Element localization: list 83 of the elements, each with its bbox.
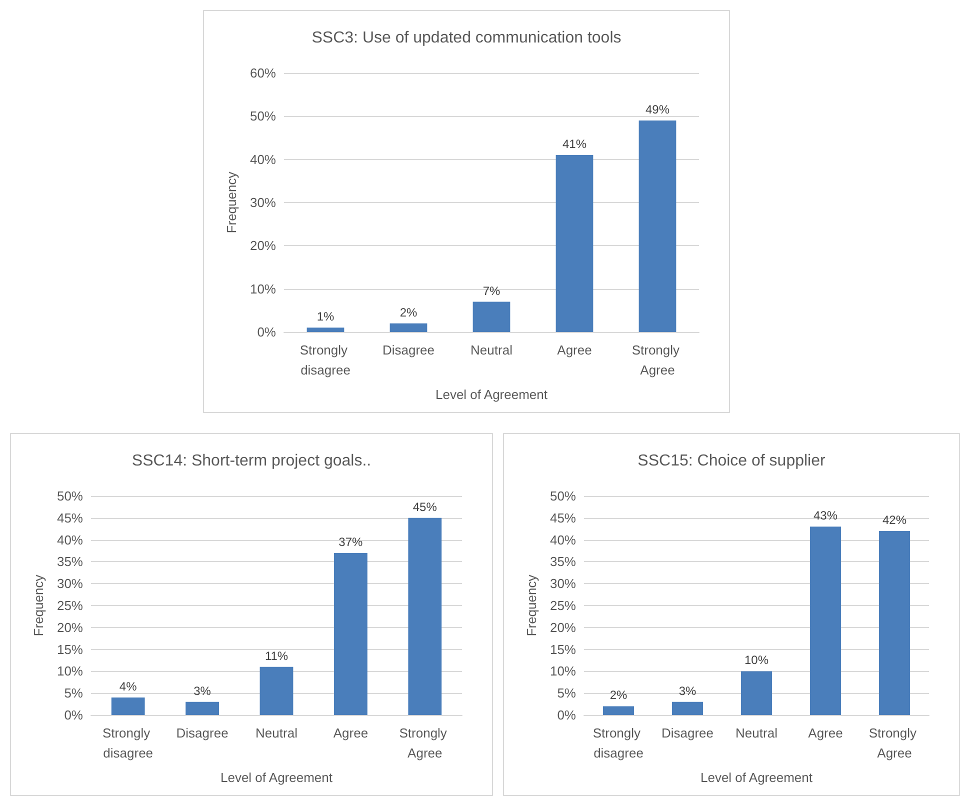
data-label: 4% [119,679,138,694]
x-tick-label: Neutral [736,726,778,740]
y-tick-label: 50% [56,488,84,504]
chart-title: SSC3: Use of updated communication tools [312,30,622,46]
data-label: 41% [562,137,587,152]
y-tick-label: 5% [557,686,576,701]
x-tick-label: Agree [557,342,592,358]
y-tick-label: 30% [56,576,84,592]
y-tick-label: 50% [550,488,576,504]
y-tick-label: 25% [550,598,576,613]
data-label: 11% [264,648,288,663]
bar [306,328,344,332]
x-tick-label: Neutral [470,342,513,358]
y-tick-label: 50% [250,108,276,124]
y-tick-label: 60% [250,66,276,80]
data-label: 49% [645,102,670,116]
y-tick-label: 10% [250,281,276,296]
y-tick-label: 20% [550,620,576,635]
y-tick-label: 0% [257,324,276,340]
y-axis-title: Frequency [524,574,539,636]
y-tick-label: 30% [550,576,576,592]
bar [186,702,219,715]
x-tick-label: Agree [808,726,843,740]
y-tick-label: 15% [550,642,576,657]
x-tick-label: Strongly disagree [592,726,644,760]
x-tick-label: Neutral [256,726,298,740]
x-tick-label: Strongly disagree [300,342,352,378]
bar [672,702,704,715]
x-tick-label: Disagree [382,342,435,358]
x-tick-label: Agree [333,726,368,740]
data-label: 1% [316,310,334,324]
data-label: 42% [882,513,907,528]
x-tick-label: Disagree [176,726,228,740]
y-tick-label: 5% [64,686,84,701]
y-tick-label: 15% [56,642,84,657]
bar [260,666,294,715]
x-axis-title: Level of Agreement [700,770,813,785]
y-tick-label: 35% [56,554,84,570]
bar [740,671,772,715]
bar [810,526,842,715]
y-tick-label: 30% [250,195,276,210]
bar [638,120,676,332]
bar [602,706,634,715]
data-label: 45% [412,500,438,514]
x-axis-title: Level of Agreement [435,387,548,402]
chart-title: SSC14: Short-term project goals.. [132,452,372,470]
y-tick-label: 0% [557,708,576,722]
bar [878,531,910,715]
bar [390,323,428,332]
y-tick-label: 10% [56,664,84,679]
bar [472,302,510,332]
data-label: 10% [744,653,769,668]
data-label: 37% [338,534,364,549]
y-tick-label: 40% [56,532,84,548]
chart-title: SSC15: Choice of supplier [638,452,826,470]
x-tick-label: Strongly Agree [399,726,451,760]
y-tick-label: 40% [550,532,576,548]
y-tick-label: 35% [550,554,576,570]
bar [556,155,594,332]
x-tick-label: Strongly Agree [632,342,684,378]
x-axis-title: Level of Agreement [220,770,333,785]
data-label: 43% [813,508,838,523]
y-tick-label: 0% [64,708,84,722]
y-tick-label: 20% [250,238,276,254]
y-tick-label: 10% [550,664,576,679]
x-tick-label: Strongly disagree [102,726,154,760]
y-tick-label: 45% [550,510,576,526]
bar [111,697,145,715]
y-tick-label: 40% [250,152,276,167]
data-label: 3% [194,684,212,698]
bar [334,552,368,715]
y-axis-title: Frequency [224,171,239,234]
y-tick-label: 20% [56,620,84,635]
x-tick-label: Disagree [661,726,714,740]
bar [408,518,442,715]
data-label: 2% [400,305,418,320]
y-tick-label: 25% [56,598,84,613]
y-tick-label: 45% [56,510,84,526]
data-label: 7% [482,284,500,298]
data-label: 3% [678,684,696,698]
x-tick-label: Strongly Agree [868,726,920,760]
data-label: 2% [610,688,628,702]
y-axis-title: Frequency [31,574,46,636]
